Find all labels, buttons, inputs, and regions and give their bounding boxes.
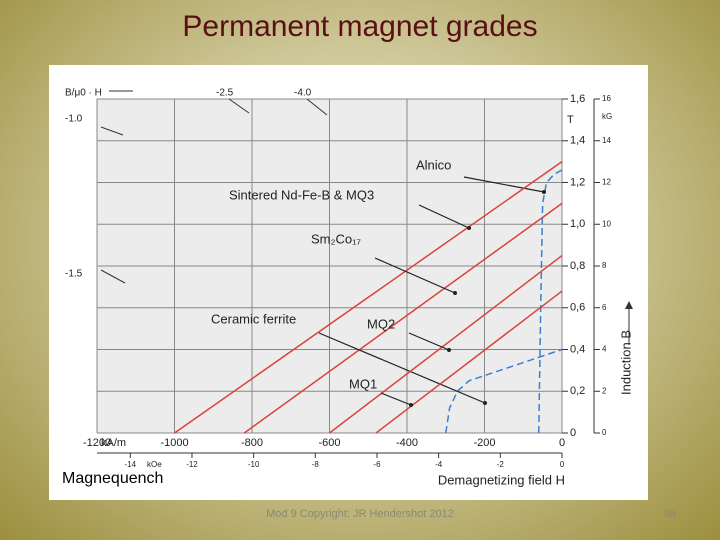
label-arrow <box>374 257 456 294</box>
y-tick-label: 0,6 <box>570 302 585 314</box>
permeance-line <box>100 126 124 136</box>
label-arrow <box>318 332 486 404</box>
arrow-tip <box>447 348 451 352</box>
y2-tick-label: 0 <box>602 428 607 437</box>
x-tick-label: -800 <box>241 437 263 449</box>
x2-tick-label: -14 <box>125 460 137 469</box>
permeance-label: -1.5 <box>65 269 83 280</box>
arrow-tip <box>453 291 457 295</box>
series-line <box>329 254 563 434</box>
y2-tick-label: 2 <box>602 386 607 395</box>
y-tick-label: 1,0 <box>570 218 585 230</box>
x-tick-label: -600 <box>318 437 340 449</box>
slide-title: Permanent magnet grades <box>182 10 538 43</box>
x-tick-label: -200 <box>473 437 495 449</box>
x2-tick-label: -4 <box>435 460 443 469</box>
x2-tick-label: -12 <box>186 460 198 469</box>
arrow-tip <box>483 401 487 405</box>
y2-tick-label: 16 <box>602 94 611 103</box>
x2-tick-label: 0 <box>560 460 565 469</box>
series-line <box>375 290 563 434</box>
y-tick-label: 0 <box>570 427 576 439</box>
series-line <box>538 169 563 434</box>
series-line <box>445 348 563 434</box>
series-label: MQ2 <box>367 316 395 331</box>
note: Magnequench <box>62 470 163 487</box>
series-label: MQ1 <box>349 376 377 391</box>
y-axis-label: Induction B <box>618 330 633 395</box>
x-unit: kA/m <box>101 437 126 449</box>
x2-unit: kOe <box>147 460 162 469</box>
x2-tick-label: -2 <box>497 460 505 469</box>
label-arrow <box>408 332 450 351</box>
arrow-tip <box>467 226 471 230</box>
y2-tick-label: 10 <box>602 219 611 228</box>
y-tick-label: 0,8 <box>570 260 585 272</box>
permeance-line <box>228 98 250 114</box>
x2-tick-label: -10 <box>248 460 260 469</box>
arrow-tip <box>409 403 413 407</box>
y-tick-label: 1,2 <box>570 176 585 188</box>
series-label: Sintered Nd-Fe-B & MQ3 <box>229 187 374 202</box>
y2-tick-label: 4 <box>602 345 607 354</box>
x-tick-label: -1000 <box>160 437 188 449</box>
y-tick-label: 0,4 <box>570 343 585 355</box>
permeance-label: -1.0 <box>65 114 83 125</box>
page-number: 98 <box>664 508 677 520</box>
y2-unit: kG <box>602 112 612 121</box>
footer: Mod 9 Copyright: JR Hendershot 2012 <box>266 508 454 520</box>
label-arrow <box>463 176 545 193</box>
y-tick-label: 1,6 <box>570 93 585 105</box>
y2-tick-label: 12 <box>602 178 611 187</box>
arrow-head <box>625 301 633 309</box>
x-tick-label: -400 <box>396 437 418 449</box>
x2-tick-label: -8 <box>312 460 320 469</box>
series-line <box>174 161 563 434</box>
y-tick-label: 1,4 <box>570 135 585 147</box>
y-unit: T <box>567 114 574 126</box>
chart: -1200 -1000 -800 -600 -400 -200 000,20,40,60,8… <box>49 65 648 500</box>
series-label: Ceramic ferrite <box>211 311 296 326</box>
label-arrow <box>418 204 470 229</box>
x-axis-label: Demagnetizing field H <box>438 472 565 487</box>
x-tick-label: -1200 <box>83 437 111 449</box>
label-arrow <box>380 392 412 406</box>
permeance-line <box>100 269 126 284</box>
y2-tick-label: 8 <box>602 261 607 270</box>
arrow-tip <box>542 190 546 194</box>
permeance-label: -4.0 <box>294 88 312 99</box>
permeance-label: -2.5 <box>216 88 234 99</box>
series-label: Sm₂Co₁₇ <box>311 231 362 246</box>
x-tick-label: 0 <box>559 437 565 449</box>
y2-tick-label: 6 <box>602 303 607 312</box>
permeance-line <box>306 98 328 116</box>
x2-tick-label: -6 <box>373 460 381 469</box>
y2-tick-label: 14 <box>602 136 611 145</box>
series-line <box>243 202 563 434</box>
y-tick-label: 0,2 <box>570 385 585 397</box>
permeance-label: B/μ0 · H <box>65 88 102 99</box>
series-label: Alnico <box>416 157 451 172</box>
